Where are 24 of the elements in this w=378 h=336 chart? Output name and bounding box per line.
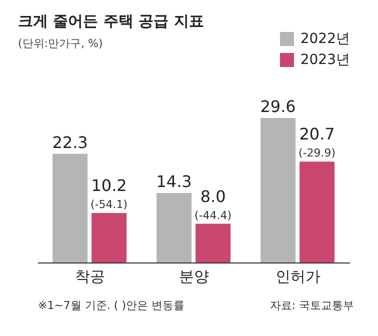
legend-label: 2022년 <box>299 30 350 48</box>
annotation: (-44.4) <box>194 208 232 222</box>
data-label: 22.3 <box>52 132 88 152</box>
bar <box>260 118 296 263</box>
data-label: 29.6 <box>260 97 296 116</box>
bar <box>52 154 88 263</box>
x-tick-label: 인허가 <box>276 268 320 286</box>
annotation: (-29.9) <box>298 146 336 160</box>
bar <box>196 224 231 263</box>
text: ※1~7월 기준. ( )안은 변동률 <box>38 298 184 313</box>
x-tick-label: 착공 <box>75 268 105 286</box>
x-tick-label: 분양 <box>179 268 209 286</box>
chart-subtitle: (단위:만가구, %) <box>18 36 103 51</box>
bar <box>156 192 192 263</box>
bar <box>92 213 127 263</box>
data-label: 10.2 <box>91 176 127 196</box>
data-label: 14.3 <box>156 172 192 191</box>
data-label: 8.0 <box>200 186 226 206</box>
chart-title: 크게 줄어든 주택 공급 지표 <box>18 12 204 31</box>
data-label: 20.7 <box>299 124 335 144</box>
annotation: (-54.1) <box>90 198 128 212</box>
bar <box>300 162 335 263</box>
text: 자료: 국토교통부 <box>270 298 354 313</box>
legend-label: 2023년 <box>299 51 350 69</box>
